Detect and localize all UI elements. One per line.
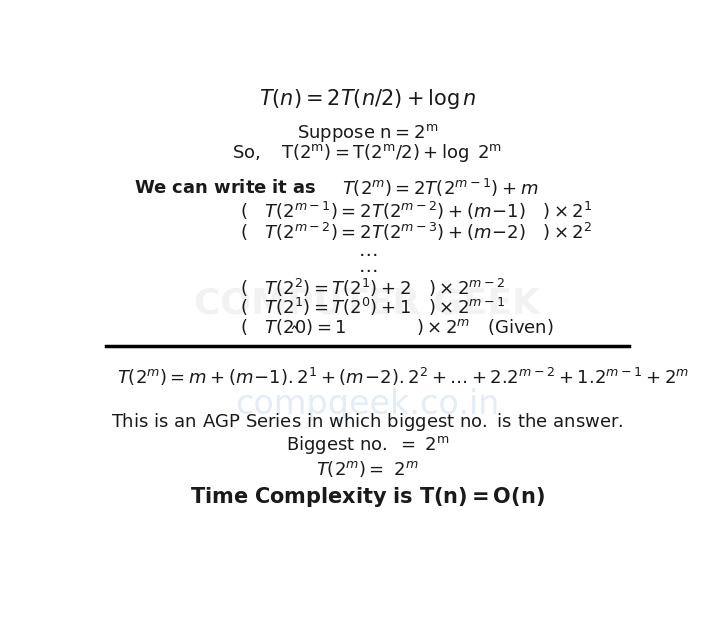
Text: $(\quad T(2^2) = T(2^1) + 2\quad ) \times 2^{m-2}$: $(\quad T(2^2) = T(2^1) + 2\quad ) \time…	[239, 276, 505, 299]
Text: $\mathrm{This\ is\ an\ AGP\ Series\ in\ which\ biggest\ no.\ is\ the\ answer.}$: $\mathrm{This\ is\ an\ AGP\ Series\ in\ …	[111, 411, 624, 433]
Text: $\mathrm{Suppose\ n = 2^m}$: $\mathrm{Suppose\ n = 2^m}$	[297, 122, 438, 145]
Text: $T(2^m) = m + (m\!-\!1).2^1 + (m\!-\!2).2^2 + \ldots + 2.2^{m-2} + 1.2^{m-1} + 2: $T(2^m) = m + (m\!-\!1).2^1 + (m\!-\!2).…	[118, 366, 690, 388]
Text: $T(2^m) = 2T(2^{m-1}) + m$: $T(2^m) = 2T(2^{m-1}) + m$	[343, 177, 538, 199]
Text: $(\quad T(2\hat{}0) = 1\qquad\qquad) \times 2^m\quad \mathrm{(Given)}$: $(\quad T(2\hat{}0) = 1\qquad\qquad) \ti…	[239, 317, 554, 337]
Text: COMPUTER GEEK: COMPUTER GEEK	[194, 287, 541, 321]
Text: $\bf{Time\ Complexity\ is\ T(n) = O(n)}$: $\bf{Time\ Complexity\ is\ T(n) = O(n)}$	[190, 484, 545, 509]
Text: $T(n) = 2T(n/2) + \log n$: $T(n) = 2T(n/2) + \log n$	[259, 87, 476, 111]
Text: $(\quad T(2^{m-2}) = 2T(2^{m-3}) + (m\!-\!2)\quad ) \times 2^2$: $(\quad T(2^{m-2}) = 2T(2^{m-3}) + (m\!-…	[239, 221, 592, 243]
Text: $(\quad T(2^{m-1}) = 2T(2^{m-2}) + (m\!-\!1)\quad ) \times 2^1$: $(\quad T(2^{m-1}) = 2T(2^{m-2}) + (m\!-…	[239, 200, 592, 222]
Text: compgeek.co.in: compgeek.co.in	[235, 388, 500, 421]
Text: $(\quad T(2^1) = T(2^0) + 1\quad ) \times 2^{m-1}$: $(\quad T(2^1) = T(2^0) + 1\quad ) \time…	[239, 296, 505, 319]
Text: $\mathrm{Biggest\ no.\ =\ 2^m}$: $\mathrm{Biggest\ no.\ =\ 2^m}$	[285, 435, 450, 456]
Text: $T(2^m) =\ 2^m$: $T(2^m) =\ 2^m$	[316, 459, 419, 479]
Text: $\ldots$: $\ldots$	[358, 241, 377, 260]
Text: $\mathrm{So,\ \ \ T(2^m) = T(2^m/2) + \log\ 2^m}$: $\mathrm{So,\ \ \ T(2^m) = T(2^m/2) + \l…	[232, 142, 503, 164]
Text: $\bf{We\ can\ write\ it\ as}$: $\bf{We\ can\ write\ it\ as}$	[134, 179, 316, 196]
Text: $\ldots$: $\ldots$	[358, 257, 377, 276]
